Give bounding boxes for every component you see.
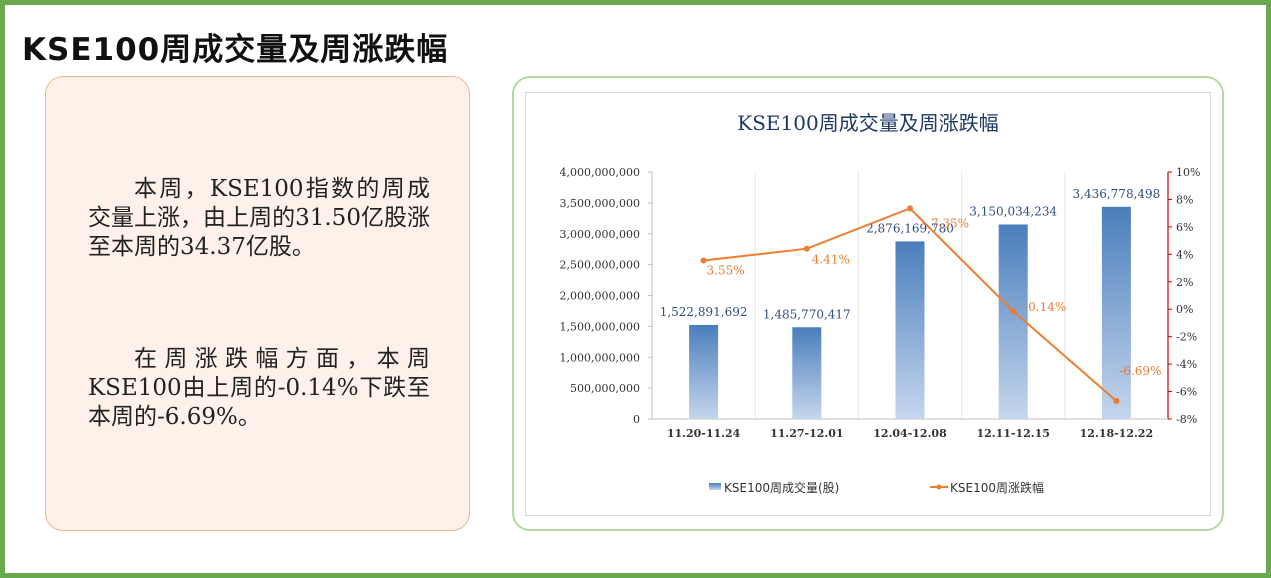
page-title: KSE100周成交量及周涨跌幅 [22,32,449,68]
x-tick-label: 12.18-12.22 [1080,427,1153,440]
legend-marker-change [936,484,942,490]
legend-label-volume: KSE100周成交量(股) [724,480,839,495]
change-point [700,257,707,264]
y-left-tick-label: 1,000,000,000 [560,351,640,364]
volume-data-label: 3,150,034,234 [969,204,1057,218]
volume-data-label: 2,876,169,780 [866,221,954,235]
legend-swatch-volume [709,483,721,490]
chart-legend: KSE100周成交量(股) KSE100周涨跌幅 [709,480,1044,495]
y-left-tick-label: 2,000,000,000 [560,290,640,303]
chart-area [525,92,1211,516]
change-data-label: 3.55% [707,264,745,278]
summary-panel: 本周，KSE100指数的周成交量上涨，由上周的31.50亿股涨至本周的34.37… [45,76,470,531]
volume-data-label: 3,436,778,498 [1073,187,1161,201]
change-data-label: 4.41% [812,253,850,267]
x-tick-label: 12.11-12.15 [976,427,1049,440]
y-right-tick-label: 0% [1176,303,1193,316]
y-left-tick-label: 2,500,000,000 [560,259,640,272]
change-data-label: 7.35% [931,216,969,230]
volume-bar [689,324,719,419]
change-point [907,205,913,212]
x-tick-label: 11.20-11.24 [667,427,741,440]
y-right-tick-label: 6% [1176,221,1193,234]
summary-paragraph-change: 在周涨跌幅方面，本周KSE100由上周的-0.14%下跌至本周的-6.69%。 [88,346,430,430]
summary-paragraph-volume: 本周，KSE100指数的周成交量上涨，由上周的31.50亿股涨至本周的34.37… [88,176,430,260]
y-left-tick-label: 500,000,000 [570,382,640,395]
x-tick-label: 11.27-12.01 [770,427,843,440]
x-tick-label: 12.04-12.08 [873,427,947,440]
change-data-label: -6.69% [1119,364,1161,378]
y-right-tick-label: -8% [1176,413,1197,426]
y-right-tick-label: 4% [1176,248,1193,261]
volume-data-label: 1,522,891,692 [660,305,748,319]
combo-chart: KSE100周成交量及周涨跌幅 0 500,000,000 1,000,000,00… [560,111,1201,495]
y-left-tick-label: 0 [633,413,640,426]
volume-bar [1101,206,1131,419]
change-point [1010,308,1017,315]
y-left-tick-label: 4,000,000,000 [560,166,640,179]
volume-bar [792,327,822,419]
legend-label-change: KSE100周涨跌幅 [950,480,1044,495]
y-left-tick-label: 3,000,000,000 [560,228,640,241]
y-right-tick-label: -6% [1176,386,1197,399]
volume-data-label: 1,485,770,417 [763,307,851,321]
y-right-tick-label: 8% [1176,193,1193,206]
change-point [803,245,810,252]
chart-title: KSE100周成交量及周涨跌幅 [737,111,998,135]
plot-area: 0 500,000,000 1,000,000,000 1,500,000,000 2,… [560,166,1201,440]
y-right-tick-label: -2% [1176,331,1197,344]
y-right-tick-label: 10% [1176,166,1200,179]
volume-bar [895,241,925,419]
y-left-tick-label: 3,500,000,000 [560,197,640,210]
volume-bar [998,224,1028,419]
change-data-label: -0.14% [1024,300,1066,314]
y-right-tick-label: -4% [1176,358,1197,371]
y-right-tick-label: 2% [1176,276,1193,289]
change-point [1113,398,1120,405]
y-left-tick-label: 1,500,000,000 [560,320,640,333]
